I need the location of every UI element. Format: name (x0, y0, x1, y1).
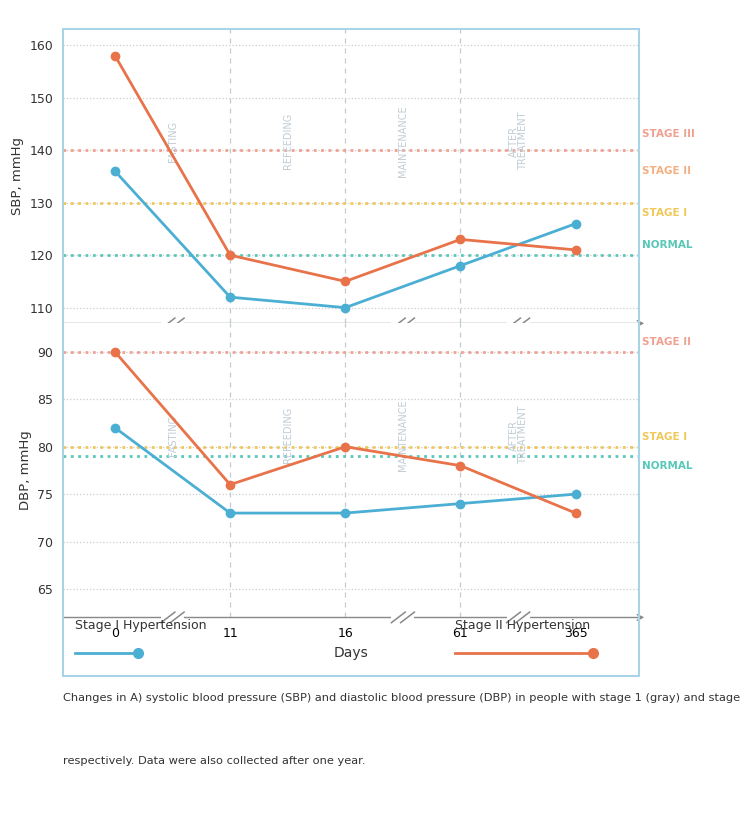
Text: respectively. Data were also collected after one year.: respectively. Data were also collected a… (63, 756, 366, 766)
Text: Changes in A) systolic blood pressure (SBP) and diastolic blood pressure (DBP) i: Changes in A) systolic blood pressure (S… (63, 693, 743, 703)
Y-axis label: SBP, mmHg: SBP, mmHg (11, 138, 24, 215)
Text: NORMAL: NORMAL (643, 239, 693, 249)
Y-axis label: DBP, mmHg: DBP, mmHg (19, 431, 32, 510)
Text: NORMAL: NORMAL (643, 460, 693, 470)
Text: MAINTENANCE: MAINTENANCE (398, 105, 408, 177)
Text: AFTER
TREATMENT: AFTER TREATMENT (508, 112, 528, 171)
Text: STAGE I: STAGE I (643, 208, 687, 218)
Text: REFEEDING: REFEEDING (283, 407, 293, 463)
Text: STAGE I: STAGE I (643, 433, 687, 442)
Text: Stage I Hypertension: Stage I Hypertension (74, 619, 206, 632)
Text: MAINTENANCE: MAINTENANCE (398, 399, 408, 471)
Text: AFTER
TREATMENT: AFTER TREATMENT (508, 406, 528, 465)
X-axis label: Days: Days (334, 352, 369, 365)
Text: STAGE II: STAGE II (643, 166, 692, 176)
Text: REFEEDING: REFEEDING (283, 113, 293, 169)
Text: STAGE II: STAGE II (643, 338, 692, 348)
Text: STAGE III: STAGE III (643, 129, 695, 139)
Text: Stage II Hypertension: Stage II Hypertension (455, 619, 590, 632)
X-axis label: Days: Days (334, 646, 369, 659)
Text: FASTING: FASTING (168, 415, 178, 455)
Text: FASTING: FASTING (168, 121, 178, 161)
